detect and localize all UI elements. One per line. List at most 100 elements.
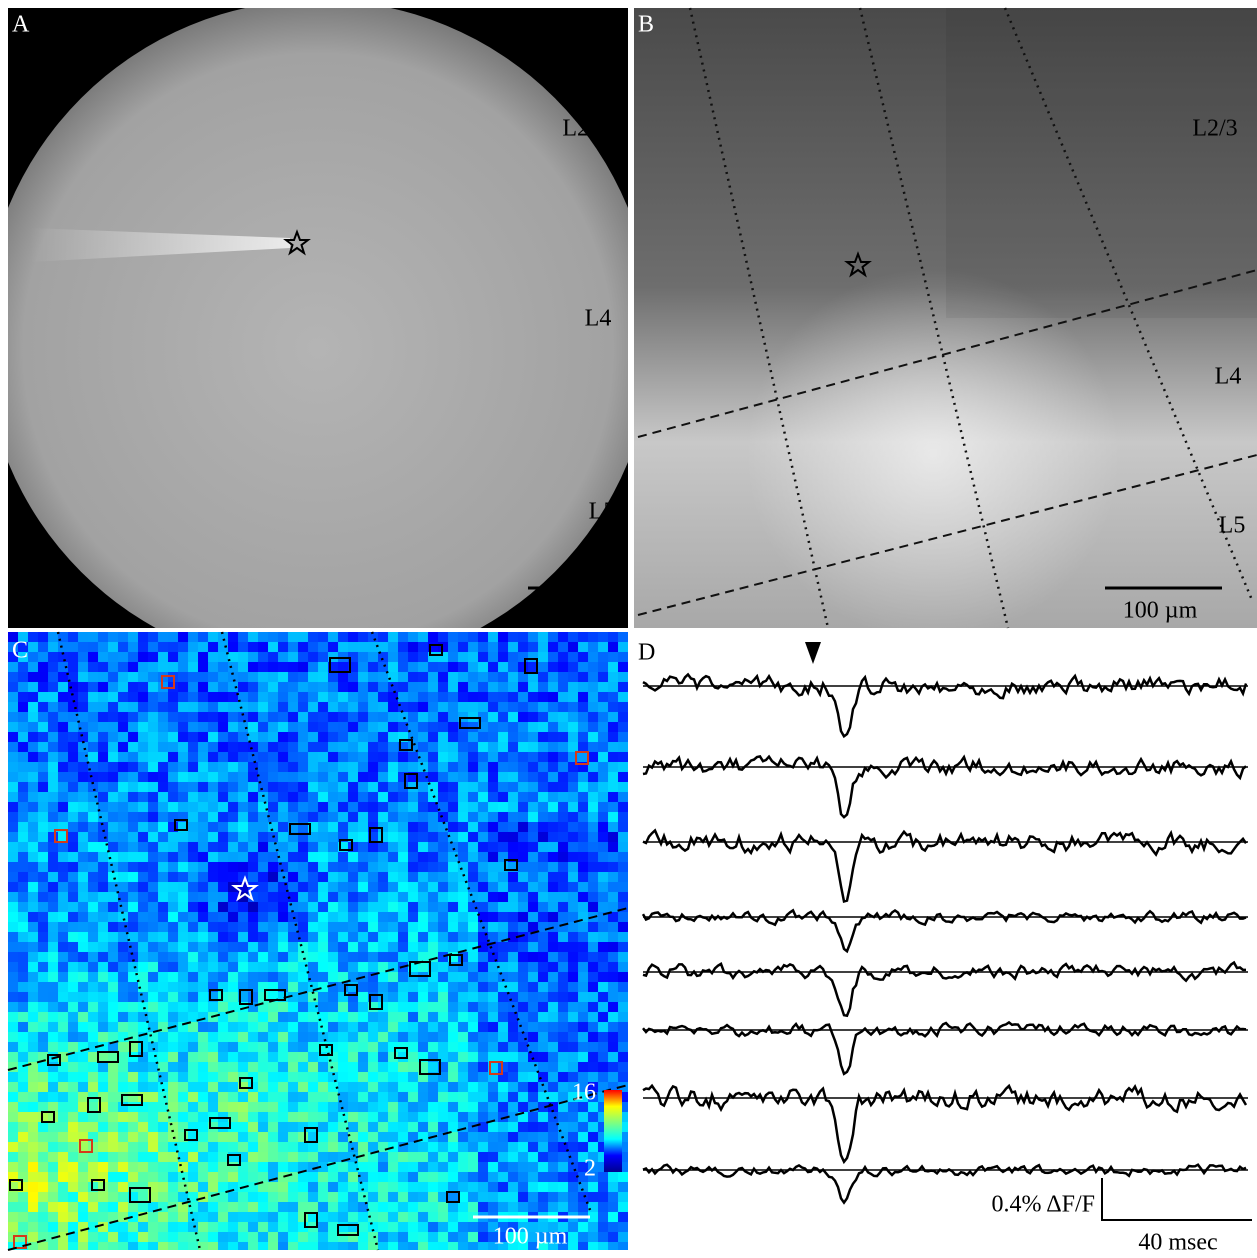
heat-cell: [258, 1242, 268, 1252]
heat-cell: [318, 762, 328, 772]
heat-cell: [68, 932, 78, 942]
heat-cell: [458, 932, 468, 942]
heat-cell: [58, 812, 68, 822]
heat-cell: [38, 1072, 48, 1082]
heat-cell: [438, 1082, 448, 1092]
heat-cell: [138, 762, 148, 772]
heat-cell: [538, 1042, 548, 1052]
heat-cell: [328, 642, 338, 652]
heat-cell: [558, 1072, 568, 1082]
heat-cell: [468, 1032, 478, 1042]
heat-cell: [518, 772, 528, 782]
heat-cell: [488, 672, 498, 682]
heat-cell: [48, 1142, 58, 1152]
heat-cell: [198, 992, 208, 1002]
heat-cell: [378, 1102, 388, 1112]
heat-cell: [368, 1042, 378, 1052]
heat-cell: [28, 932, 38, 942]
heat-cell: [358, 912, 368, 922]
heat-cell: [428, 882, 438, 892]
heat-cell: [368, 852, 378, 862]
heat-cell: [48, 692, 58, 702]
heat-cell: [438, 1202, 448, 1212]
heat-cell: [498, 642, 508, 652]
heat-cell: [428, 832, 438, 842]
heat-cell: [388, 1242, 398, 1252]
heat-cell: [228, 1012, 238, 1022]
heat-cell: [18, 1022, 28, 1032]
heat-cell: [138, 632, 148, 642]
heat-cell: [218, 1172, 228, 1182]
heat-cell: [548, 1072, 558, 1082]
heat-cell: [198, 932, 208, 942]
heat-cell: [608, 812, 618, 822]
heat-cell: [318, 842, 328, 852]
heat-cell: [488, 632, 498, 642]
heat-cell: [568, 782, 578, 792]
heat-cell: [248, 732, 258, 742]
heat-cell: [488, 1082, 498, 1092]
heat-cell: [28, 862, 38, 872]
heat-cell: [148, 1132, 158, 1142]
heat-cell: [368, 1172, 378, 1182]
heat-cell: [518, 952, 528, 962]
heat-cell: [598, 802, 608, 812]
heat-cell: [238, 852, 248, 862]
heat-cell: [298, 872, 308, 882]
heat-cell: [298, 1232, 308, 1242]
heat-cell: [108, 1022, 118, 1032]
heat-cell: [498, 1042, 508, 1052]
heat-cell: [608, 1002, 618, 1012]
heat-cell: [128, 912, 138, 922]
heat-cell: [78, 792, 88, 802]
heat-cell: [78, 812, 88, 822]
heat-cell: [338, 792, 348, 802]
heat-cell: [478, 1002, 488, 1012]
heat-cell: [348, 682, 358, 692]
heat-cell: [578, 892, 588, 902]
heat-cell: [438, 732, 448, 742]
heat-cell: [208, 1172, 218, 1182]
heat-cell: [498, 682, 508, 692]
heat-cell: [528, 992, 538, 1002]
heat-cell: [188, 1012, 198, 1022]
heat-cell: [38, 632, 48, 642]
heat-cell: [338, 732, 348, 742]
heat-cell: [148, 762, 158, 772]
heat-cell: [248, 682, 258, 692]
heat-cell: [218, 1182, 228, 1192]
heat-cell: [588, 992, 598, 1002]
heat-cell: [198, 1162, 208, 1172]
heat-cell: [618, 942, 628, 952]
heat-cell: [498, 1092, 508, 1102]
heat-cell: [178, 872, 188, 882]
heat-cell: [408, 822, 418, 832]
heat-cell: [268, 1242, 278, 1252]
heat-cell: [38, 912, 48, 922]
heat-cell: [618, 672, 628, 682]
heat-cell: [228, 732, 238, 742]
heat-cell: [438, 1092, 448, 1102]
heat-cell: [218, 912, 228, 922]
heat-cell: [328, 1122, 338, 1132]
heat-cell: [278, 802, 288, 812]
heat-cell: [248, 782, 258, 792]
heat-cell: [488, 1202, 498, 1212]
heat-cell: [58, 982, 68, 992]
heat-cell: [318, 692, 328, 702]
heat-cell: [368, 902, 378, 912]
heat-cell: [248, 962, 258, 972]
heat-cell: [598, 992, 608, 1002]
heat-cell: [348, 1182, 358, 1192]
heat-cell: [198, 1152, 208, 1162]
heat-cell: [148, 1222, 158, 1232]
heat-cell: [328, 822, 338, 832]
heat-cell: [228, 702, 238, 712]
heat-cell: [498, 942, 508, 952]
heat-cell: [338, 662, 348, 672]
heat-cell: [38, 712, 48, 722]
heat-cell: [38, 882, 48, 892]
heat-cell: [18, 1012, 28, 1022]
heat-cell: [418, 822, 428, 832]
heat-cell: [98, 1232, 108, 1242]
